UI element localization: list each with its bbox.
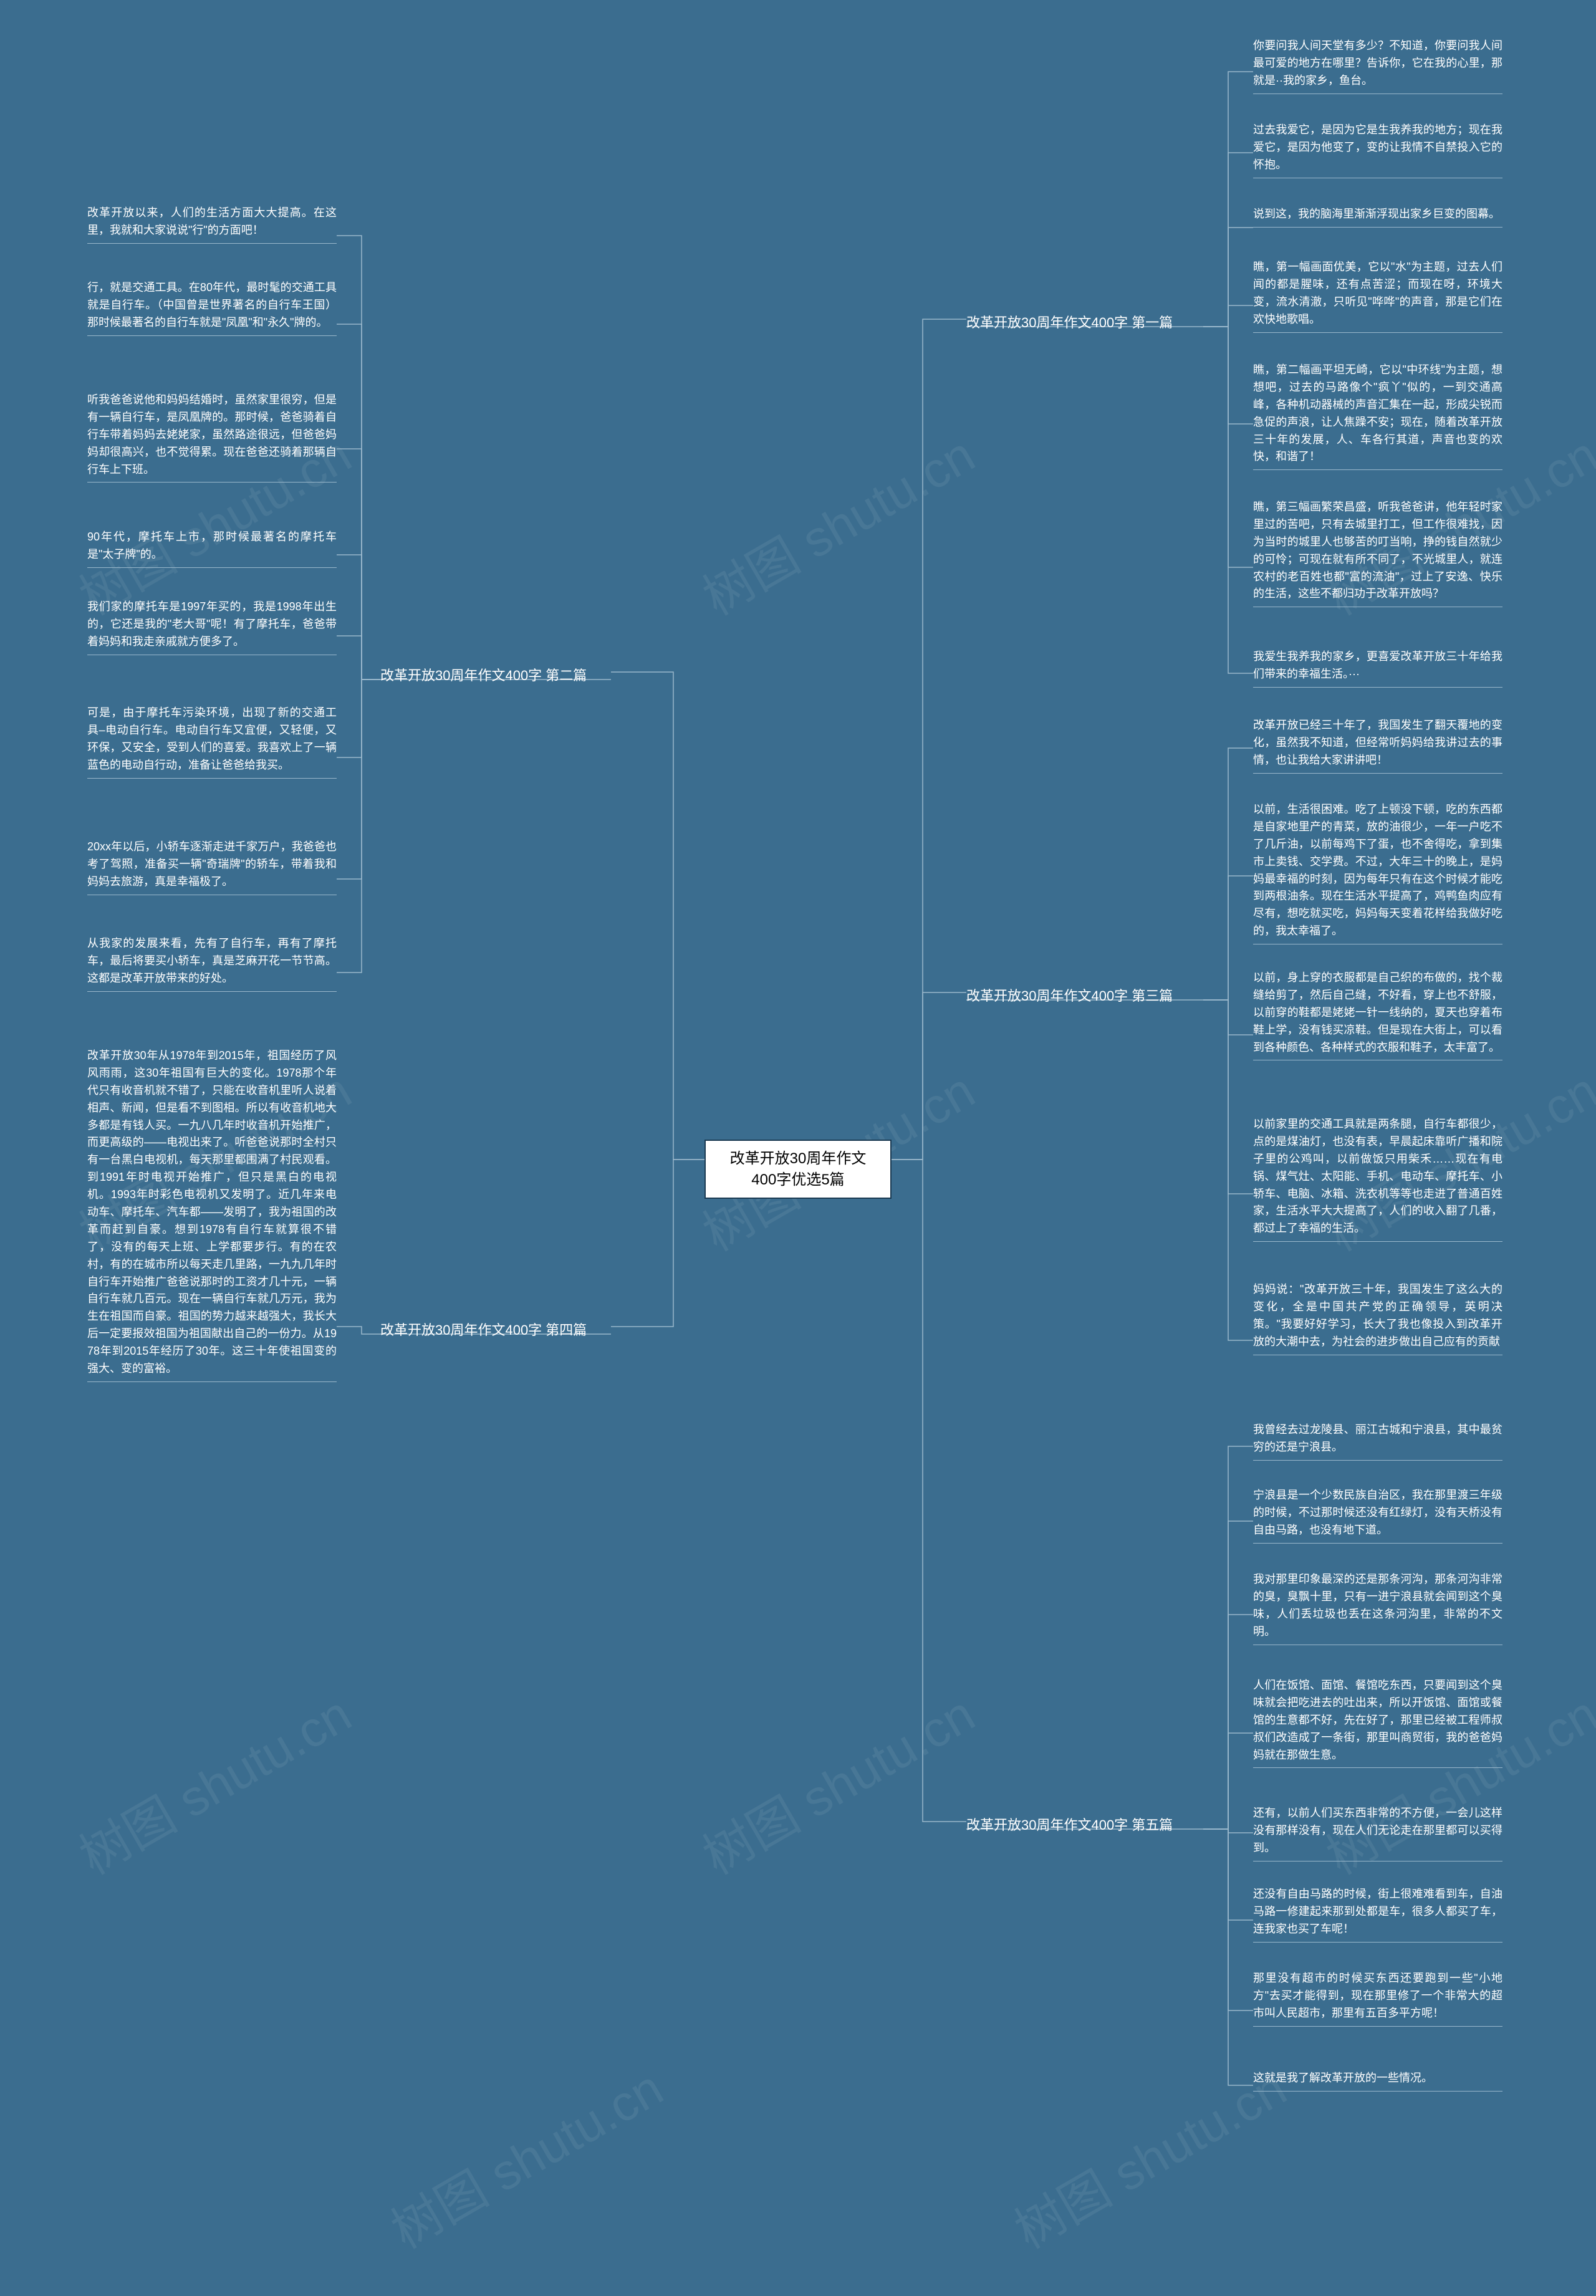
leaf-node[interactable]: 90年代，摩托车上市，那时候最著名的摩托车是"太子牌"的。 (87, 529, 337, 568)
watermark: 树图 shutu.cn (64, 1675, 362, 1889)
leaf-node[interactable]: 从我家的发展来看，先有了自行车，再有了摩托车，最后将要买小轿车，真是芝麻开花一节… (87, 935, 337, 992)
mindmap-root[interactable]: 改革开放30周年作文400字优选5篇 (704, 1140, 892, 1199)
leaf-node[interactable]: 瞧，第二幅画平坦无崎，它以"中环线"为主题，想想吧，过去的马路像个"疯丫"似的，… (1253, 362, 1502, 470)
leaf-node[interactable]: 可是，由于摩托车污染环境，出现了新的交通工具–电动自行车。电动自行车又宜便，又轻… (87, 704, 337, 779)
branch-label-2[interactable]: 改革开放30周年作文400字 第二篇 (380, 665, 587, 684)
leaf-node[interactable]: 还有，以前人们买东西非常的不方便，一会儿这样没有那样没有，现在人们无论走在那里都… (1253, 1805, 1502, 1861)
leaf-node[interactable]: 过去我爱它，是因为它是生我养我的地方；现在我爱它，是因为他变了，变的让我情不自禁… (1253, 122, 1502, 178)
leaf-node[interactable]: 那里没有超市的时候买东西还要跑到一些"小地方"去买才能得到，现在那里修了一个非常… (1253, 1970, 1502, 2027)
branch-label-5[interactable]: 改革开放30周年作文400字 第五篇 (966, 1814, 1173, 1834)
leaf-node[interactable]: 以前家里的交通工具就是两条腿，自行车都很少，点的是煤油灯，也没有表，早晨起床靠听… (1253, 1116, 1502, 1242)
leaf-node[interactable]: 改革开放30年从1978年到2015年，祖国经历了风风雨雨，这30年祖国有巨大的… (87, 1047, 337, 1382)
leaf-node[interactable]: 听我爸爸说他和妈妈结婚时，虽然家里很穷，但是有一辆自行车，是凤凰牌的。那时候，爸… (87, 391, 337, 483)
leaf-node[interactable]: 行，就是交通工具。在80年代，最时髦的交通工具就是自行车。（中国曾是世界著名的自… (87, 279, 337, 336)
leaf-node[interactable]: 我爱生我养我的家乡，更喜爱改革开放三十年给我们带来的幸福生活。··· (1253, 648, 1502, 688)
leaf-node[interactable]: 人们在饭馆、面馆、餐馆吃东西，只要闻到这个臭味就会把吃进去的吐出来，所以开饭馆、… (1253, 1677, 1502, 1768)
leaf-node[interactable]: 我们家的摩托车是1997年买的，我是1998年出生的，它还是我的"老大哥"呢！有… (87, 598, 337, 655)
watermark: 树图 shutu.cn (688, 416, 986, 630)
leaf-node[interactable]: 我对那里印象最深的还是那条河沟，那条河沟非常的臭，臭飘十里，只有一进宁浪县就会闻… (1253, 1571, 1502, 1645)
leaf-node[interactable]: 这就是我了解改革开放的一些情况。 (1253, 2070, 1502, 2092)
branch-label-1[interactable]: 改革开放30周年作文400字 第一篇 (966, 312, 1173, 332)
watermark: 树图 shutu.cn (688, 1675, 986, 1889)
leaf-node[interactable]: 以前，生活很困难。吃了上顿没下顿，吃的东西都是自家地里产的青菜，放的油很少，一年… (1253, 801, 1502, 944)
leaf-node[interactable]: 20xx年以后，小轿车逐渐走进千家万户，我爸爸也考了驾照，准备买一辆"奇瑞牌"的… (87, 838, 337, 895)
leaf-node[interactable]: 瞧，第一幅画面优美，它以"水"为主题，过去人们闻的都是腥味，还有点苦涩；而现在呀… (1253, 259, 1502, 333)
leaf-node[interactable]: 瞧，第三幅画繁荣昌盛，听我爸爸讲，他年轻时家里过的苦吧，只有去城里打工，但工作很… (1253, 499, 1502, 607)
leaf-node[interactable]: 改革开放以来，人们的生活方面大大提高。在这里，我就和大家说说"行"的方面吧！ (87, 204, 337, 244)
branch-label-4[interactable]: 改革开放30周年作文400字 第四篇 (380, 1319, 587, 1339)
leaf-node[interactable]: 以前，身上穿的衣服都是自己织的布做的，找个裁缝给剪了，然后自己缝，不好看，穿上也… (1253, 969, 1502, 1060)
leaf-node[interactable]: 还没有自由马路的时候，街上很难难看到车，自油马路一修建起来那到处都是车，很多人都… (1253, 1886, 1502, 1943)
leaf-node[interactable]: 改革开放已经三十年了，我国发生了翻天覆地的变化，虽然我不知道，但经常听妈妈给我讲… (1253, 717, 1502, 774)
leaf-node[interactable]: 妈妈说："改革开放三十年，我国发生了这么大的变化，全是中国共产党的正确领导，英明… (1253, 1281, 1502, 1355)
leaf-node[interactable]: 说到这，我的脑海里渐渐浮现出家乡巨变的图幕。 (1253, 206, 1502, 228)
leaf-node[interactable]: 我曾经去过龙陵县、丽江古城和宁浪县，其中最贫穷的还是宁浪县。 (1253, 1421, 1502, 1461)
branch-label-3[interactable]: 改革开放30周年作文400字 第三篇 (966, 985, 1173, 1005)
watermark: 树图 shutu.cn (376, 2049, 674, 2263)
leaf-node[interactable]: 你要问我人间天堂有多少？不知道，你要问我人间最可爱的地方在哪里？告诉你，它在我的… (1253, 37, 1502, 94)
leaf-node[interactable]: 宁浪县是一个少数民族自治区，我在那里渡三年级的时候，不过那时候还没有红绿灯，没有… (1253, 1487, 1502, 1544)
